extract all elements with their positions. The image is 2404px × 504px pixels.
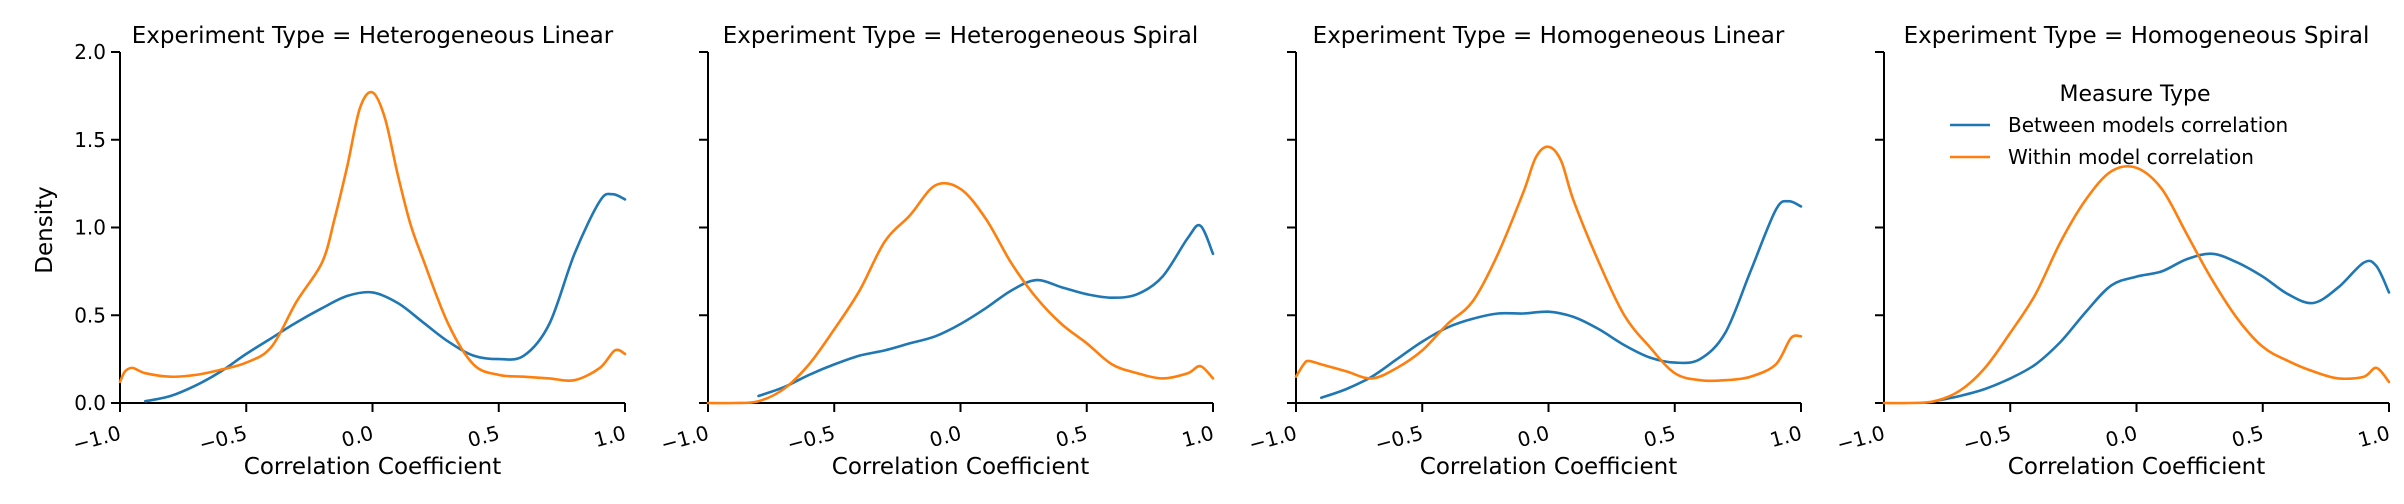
x-tick-label: −0.5: [1960, 421, 2013, 457]
x-tick-label: −0.5: [784, 421, 837, 457]
kde-curve-within: [706, 181, 1215, 405]
y-tick-label: 1.5: [74, 128, 106, 152]
x-tick-label: 0.5: [465, 421, 502, 452]
kde-curve-between: [1320, 199, 1803, 399]
x-tick-label: −1.0: [1834, 421, 1887, 457]
x-axis-label: Correlation Coefficient: [1420, 454, 1677, 480]
facet-grid: Experiment Type = Heterogeneous Linear 0.…: [70, 23, 2392, 480]
y-axis-label: Density: [32, 186, 58, 273]
x-tick-label: 1.0: [1767, 421, 1804, 452]
x-tick-label: 0.5: [1641, 421, 1678, 452]
x-tick-label: 0.5: [1053, 421, 1090, 452]
panel-1: Experiment Type = Heterogeneous Linear 0.…: [70, 23, 628, 480]
kde-curve-within: [118, 90, 627, 384]
kde-curve-within: [1294, 145, 1803, 383]
kde-curve-between: [144, 192, 627, 403]
x-tick-label: 0.5: [2229, 421, 2266, 452]
panel-4: Experiment Type = Homogeneous Spiral −1.0…: [1834, 23, 2392, 480]
legend: Measure Type Between models correlation …: [1950, 82, 2288, 169]
legend-title: Measure Type: [2059, 82, 2210, 107]
panel-title: Experiment Type = Heterogeneous Spiral: [723, 23, 1199, 49]
x-tick-label: −0.5: [1372, 421, 1425, 457]
panel-title: Experiment Type = Homogeneous Linear: [1313, 23, 1785, 49]
x-tick-label: −1.0: [658, 421, 711, 457]
x-tick-label: 0.0: [2103, 421, 2140, 452]
x-tick-label: 0.0: [927, 421, 964, 452]
x-tick-label: −1.0: [1246, 421, 1299, 457]
x-tick-label: −0.5: [196, 421, 249, 457]
x-axis-label: Correlation Coefficient: [244, 454, 501, 480]
panel-2: Experiment Type = Heterogeneous Spiral −1…: [658, 23, 1216, 480]
legend-label-within: Within model correlation: [2008, 145, 2254, 169]
legend-label-between: Between models correlation: [2008, 113, 2288, 137]
x-tick-label: 1.0: [591, 421, 628, 452]
y-tick-label: 2.0: [74, 40, 106, 64]
kde-curve-between: [1933, 252, 2391, 403]
panel-title: Experiment Type = Homogeneous Spiral: [1904, 23, 2370, 49]
x-tick-label: 1.0: [2355, 421, 2392, 452]
y-tick-label: 0.5: [74, 303, 106, 327]
x-tick-label: 0.0: [339, 421, 376, 452]
x-axis-label: Correlation Coefficient: [832, 454, 1089, 480]
x-tick-label: −1.0: [70, 421, 123, 457]
x-tick-label: 1.0: [1179, 421, 1216, 452]
y-tick-label: 1.0: [74, 216, 106, 240]
x-axis-label: Correlation Coefficient: [2008, 454, 2265, 480]
kde-curve-within: [1882, 164, 2391, 405]
panel-3: Experiment Type = Homogeneous Linear −1.0…: [1246, 23, 1804, 480]
panel-title: Experiment Type = Heterogeneous Linear: [132, 23, 614, 49]
kde-curve-between: [757, 223, 1215, 398]
x-tick-label: 0.0: [1515, 421, 1552, 452]
y-tick-label: 0.0: [74, 391, 106, 415]
